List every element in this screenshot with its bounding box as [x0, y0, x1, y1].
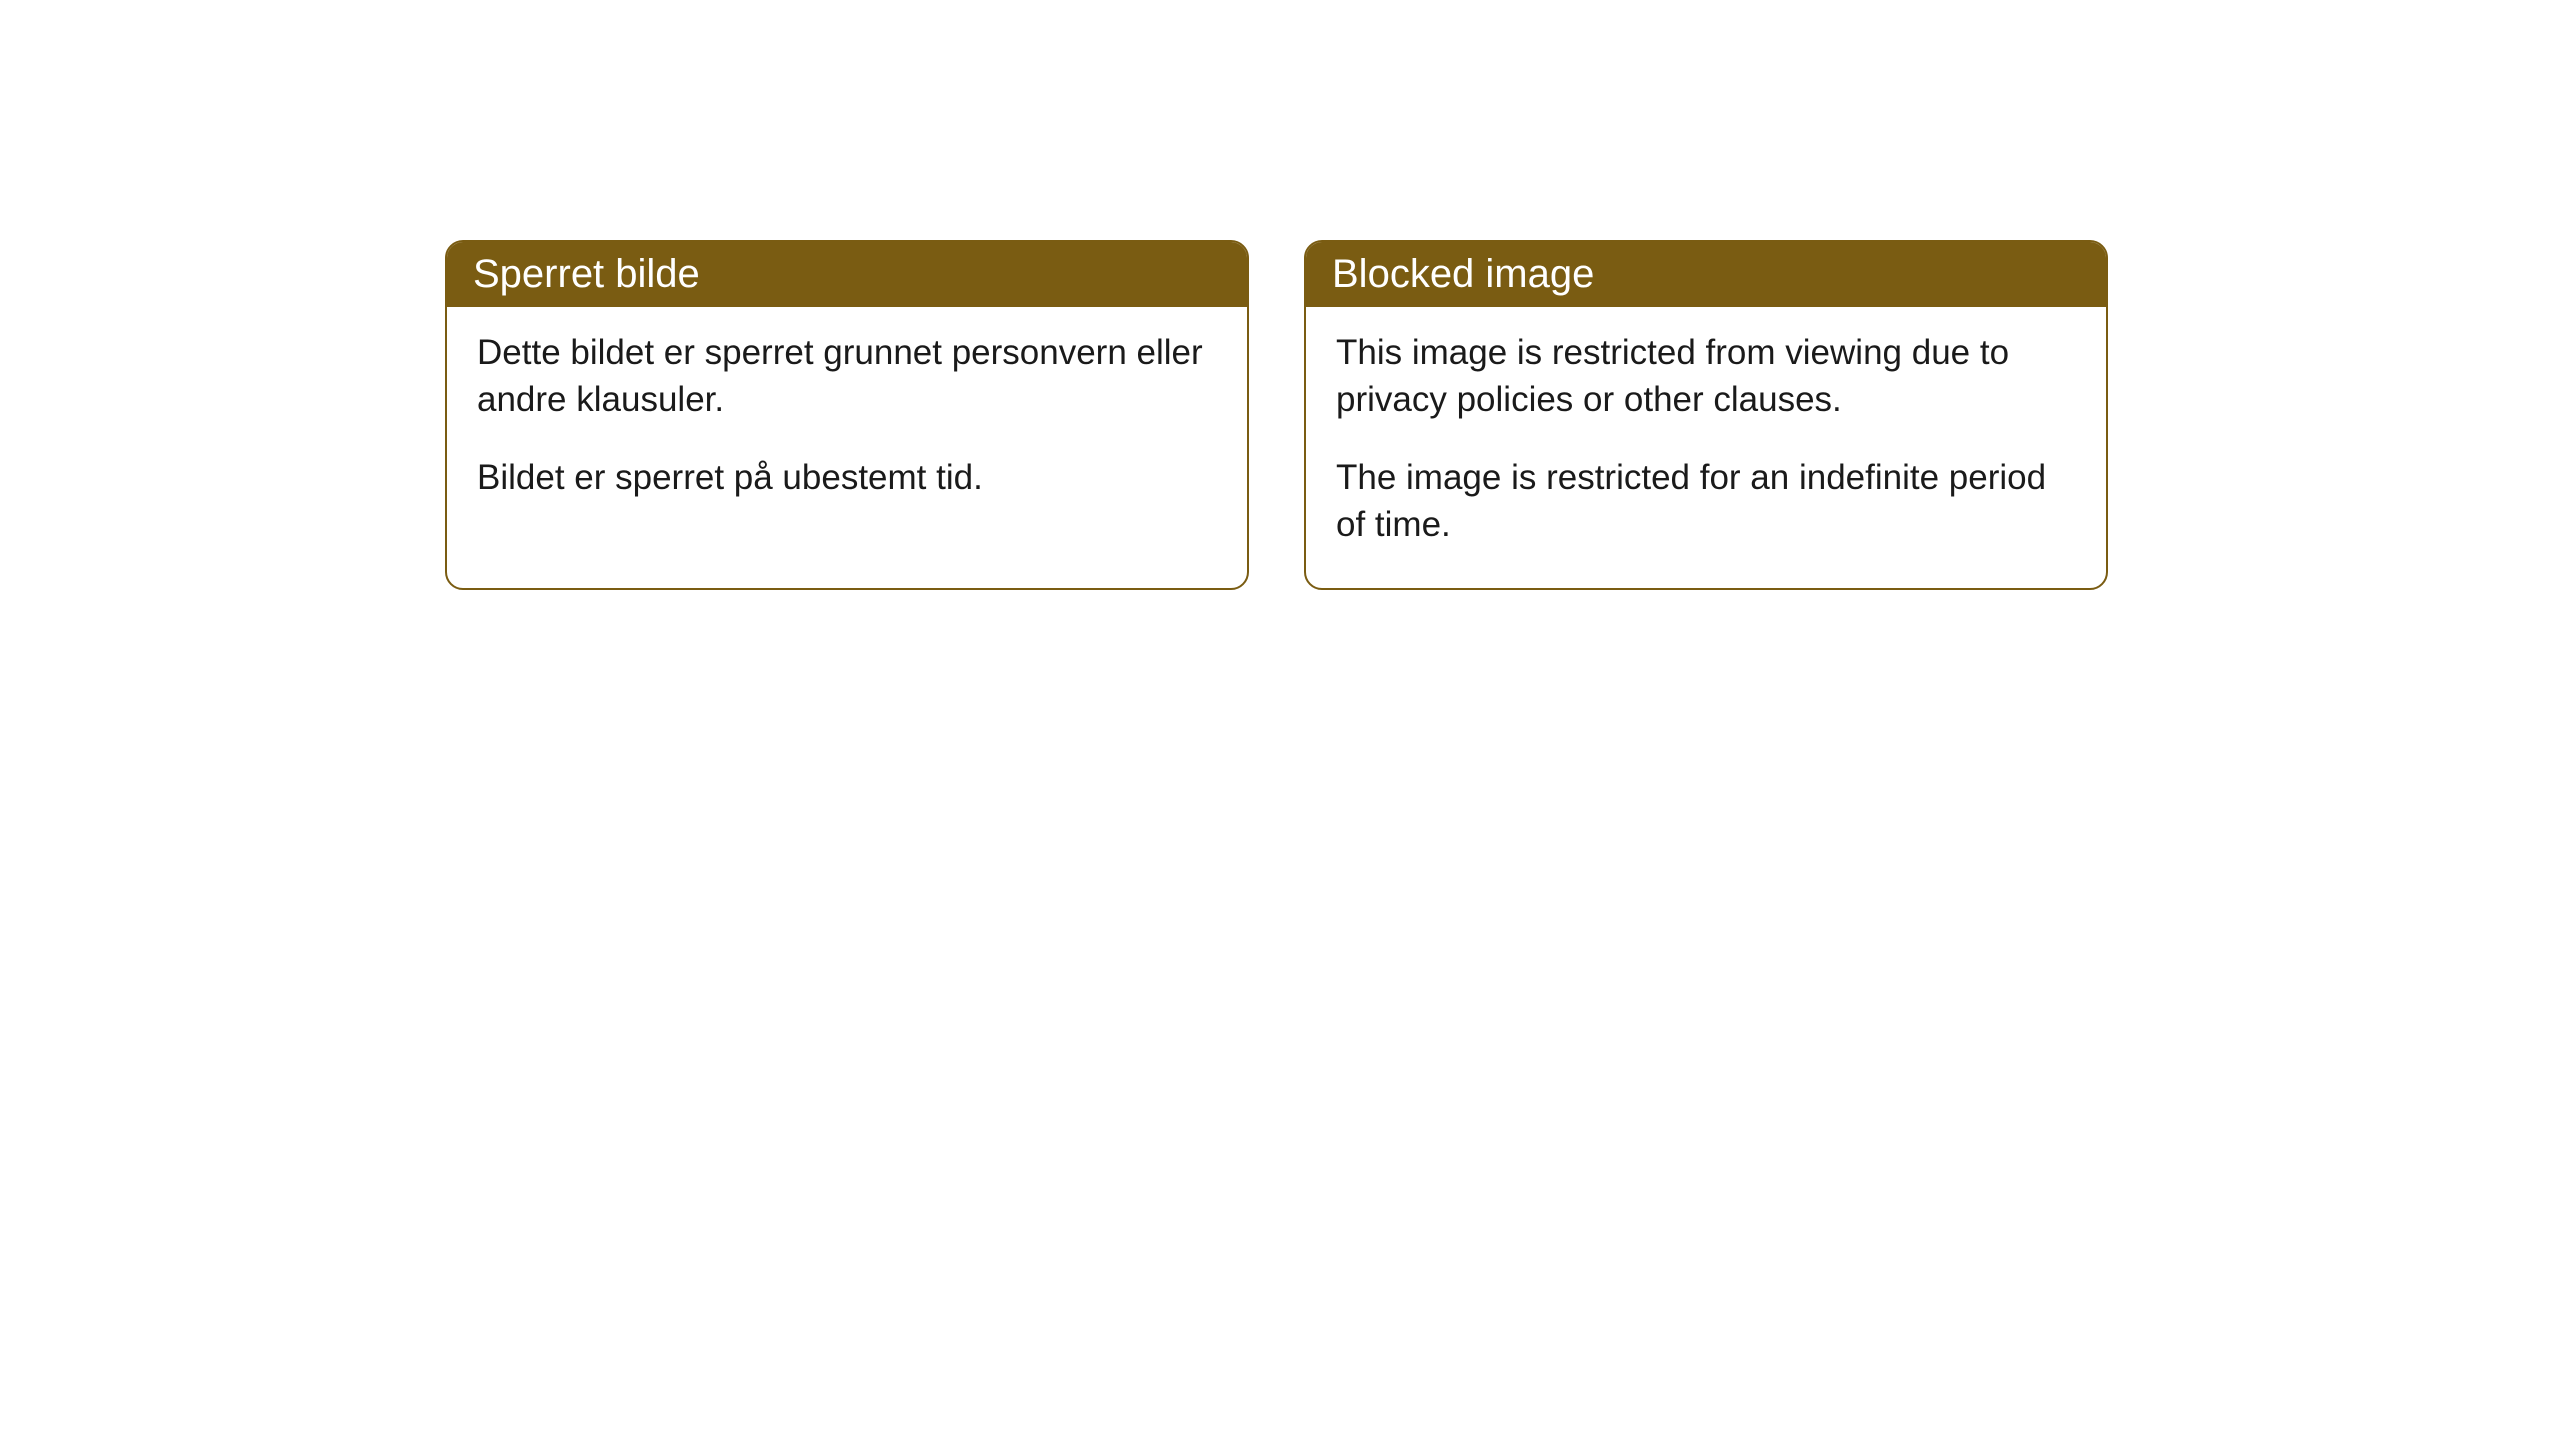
card-body: Dette bildet er sperret grunnet personve…	[447, 307, 1247, 541]
notice-cards-container: Sperret bilde Dette bildet er sperret gr…	[445, 240, 2108, 590]
notice-card-english: Blocked image This image is restricted f…	[1304, 240, 2108, 590]
card-body: This image is restricted from viewing du…	[1306, 307, 2106, 588]
card-header: Sperret bilde	[447, 242, 1247, 307]
card-title: Sperret bilde	[473, 252, 700, 296]
card-title: Blocked image	[1332, 252, 1594, 296]
card-header: Blocked image	[1306, 242, 2106, 307]
card-paragraph-2: Bildet er sperret på ubestemt tid.	[477, 454, 1217, 501]
notice-card-norwegian: Sperret bilde Dette bildet er sperret gr…	[445, 240, 1249, 590]
card-paragraph-1: This image is restricted from viewing du…	[1336, 329, 2076, 424]
card-paragraph-1: Dette bildet er sperret grunnet personve…	[477, 329, 1217, 424]
card-paragraph-2: The image is restricted for an indefinit…	[1336, 454, 2076, 549]
